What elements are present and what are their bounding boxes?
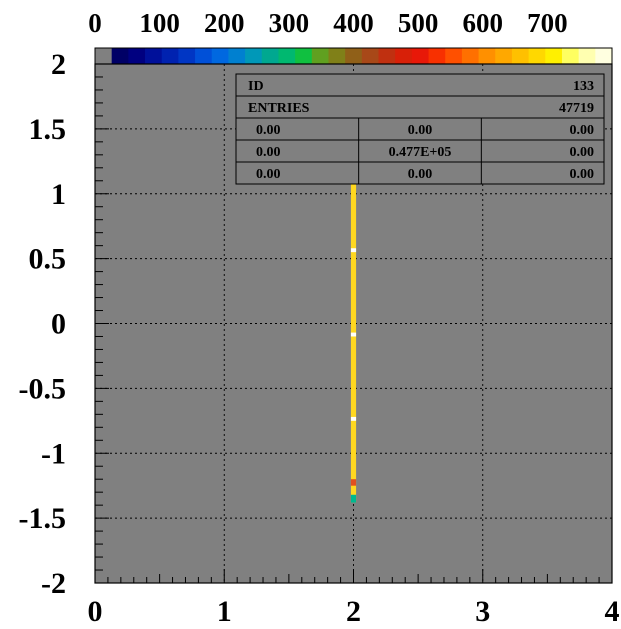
colorbar-tick-label: 700 xyxy=(527,8,568,38)
colorbar-segment xyxy=(411,48,430,64)
colorbar xyxy=(94,47,613,65)
colorbar-segment xyxy=(111,48,129,64)
x-tick-labels: 0 1 2 3 4 xyxy=(88,595,620,628)
y-tick-label: 1.5 xyxy=(29,113,67,146)
colorbar-tick-label: 200 xyxy=(204,8,245,38)
y-tick-label: 0.5 xyxy=(29,243,67,276)
x-tick-label: 0 xyxy=(88,595,103,628)
colorbar-segment xyxy=(595,48,613,64)
colorbar-segment xyxy=(395,48,413,64)
colorbar-segment xyxy=(295,48,313,64)
heatmap-cell xyxy=(350,494,357,503)
colorbar-segment xyxy=(511,48,530,64)
y-tick-label: -1 xyxy=(41,437,66,470)
stats-grid-value: 0.00 xyxy=(570,167,595,182)
x-tick-label: 4 xyxy=(605,595,620,628)
colorbar-segment xyxy=(328,48,346,64)
colorbar-segment xyxy=(178,48,196,64)
colorbar-segment xyxy=(145,48,163,64)
stats-grid-value: 0.477E+05 xyxy=(389,145,452,160)
colorbar-segment xyxy=(128,48,146,64)
colorbar-segment xyxy=(445,48,463,64)
y-tick-label: 2 xyxy=(51,48,66,81)
colorbar-segment xyxy=(228,48,246,64)
stats-id-label: ID xyxy=(248,79,264,94)
stats-grid-value: 0.00 xyxy=(408,123,433,138)
colorbar-segment xyxy=(461,48,480,64)
y-tick-label: -1.5 xyxy=(19,502,67,535)
stats-grid-value: 0.00 xyxy=(256,123,281,138)
stats-box-frame xyxy=(235,73,605,185)
colorbar-segment xyxy=(545,48,563,64)
y-tick-label: -2 xyxy=(41,567,66,600)
colorbar-tick-label: 0 xyxy=(88,8,102,38)
stats-entries-label: ENTRIES xyxy=(248,101,310,116)
axis-ticks xyxy=(94,63,613,584)
stats-grid-value: 0.00 xyxy=(570,123,595,138)
x-tick-label: 1 xyxy=(217,595,232,628)
colorbar-segment xyxy=(195,48,213,64)
colorbar-segment xyxy=(95,48,113,64)
colorbar-segment xyxy=(361,48,380,64)
colorbar-segment xyxy=(378,48,396,64)
x-tick-label: 2 xyxy=(346,595,361,628)
y-tick-label: 0 xyxy=(51,308,66,341)
y-tick-label: -0.5 xyxy=(19,372,67,405)
heatmap-cell xyxy=(350,248,357,253)
colorbar-tick-label: 600 xyxy=(463,8,504,38)
heatmap-cell xyxy=(350,416,357,421)
heatmap-cells xyxy=(350,144,357,503)
colorbar-tick-label: 500 xyxy=(398,8,439,38)
colorbar-segment xyxy=(478,48,496,64)
plot-frame xyxy=(94,63,613,584)
colorbar-segment xyxy=(528,48,546,64)
colorbar-segment xyxy=(311,48,330,64)
heatmap-cell xyxy=(350,479,357,486)
stats-grid-value: 0.00 xyxy=(408,167,433,182)
y-tick-label: 1 xyxy=(51,178,66,211)
colorbar-tick-label: 400 xyxy=(333,8,374,38)
colorbar-tick-labels: 0 100 200 300 400 500 600 700 xyxy=(88,8,567,38)
heatmap-cell xyxy=(350,332,357,337)
stats-id-value: 133 xyxy=(573,79,594,94)
y-tick-labels: 2 1.5 1 0.5 0 -0.5 -1 -1.5 -2 xyxy=(19,48,67,600)
colorbar-segment xyxy=(211,48,230,64)
colorbar-tick-label: 300 xyxy=(269,8,310,38)
colorbar-segment xyxy=(261,48,280,64)
colorbar-segment xyxy=(428,48,446,64)
x-tick-label: 3 xyxy=(475,595,490,628)
stats-entries-value: 47719 xyxy=(559,101,594,116)
heatmap-cell xyxy=(350,144,357,503)
colorbar-segment xyxy=(278,48,296,64)
colorbar-segment xyxy=(161,48,179,64)
stats-grid-value: 0.00 xyxy=(570,145,595,160)
stats-grid-value: 0.00 xyxy=(256,145,281,160)
colorbar-segment xyxy=(345,48,363,64)
stats-grid-value: 0.00 xyxy=(256,167,281,182)
colorbar-tick-label: 100 xyxy=(139,8,180,38)
stats-box: ID 133 ENTRIES 47719 0.00 0.00 0.00 0.00 0.477E+… xyxy=(235,73,605,185)
colorbar-segment xyxy=(245,48,263,64)
colorbar-segment xyxy=(561,48,580,64)
colorbar-segment xyxy=(578,48,596,64)
colorbar-segment xyxy=(495,48,513,64)
